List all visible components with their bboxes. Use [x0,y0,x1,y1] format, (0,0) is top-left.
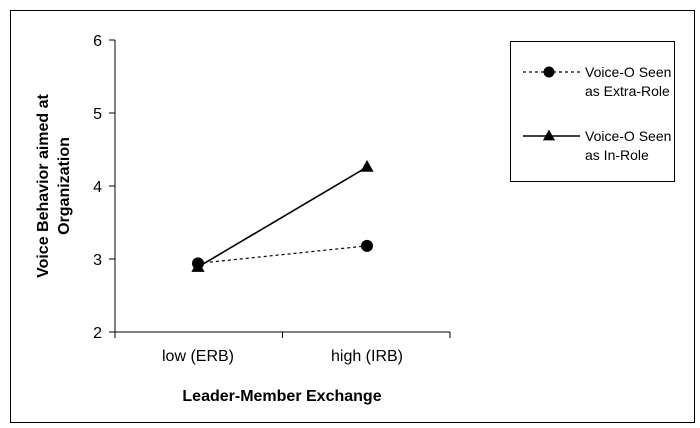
y-axis-title: Voice Behavior aimed at Organization [35,93,73,277]
x-axis-title: Leader-Member Exchange [182,388,381,405]
y-tick-label: 2 [93,325,102,342]
x-tick-label: low (ERB) [162,348,234,365]
y-axis-title-line-1: Voice Behavior aimed at [35,93,52,277]
data-point-marker [360,159,374,172]
data-point-marker [191,259,205,272]
legend-marker [543,66,555,78]
legend-label: Voice-O Seen [585,128,671,144]
x-axis-ticks: low (ERB) high (IRB) [114,332,451,365]
legend-entries: Voice-O Seen as Extra-Role Voice-O Seen as … [523,64,671,163]
legend-label: as Extra-Role [585,83,670,99]
legend-label: Voice-O Seen [585,64,671,80]
y-tick-label: 6 [93,33,102,50]
legend-entry: Voice-O Seen as In-Role [523,128,671,163]
legend-marker [542,129,556,141]
legend-entry: Voice-O Seen as Extra-Role [523,64,671,99]
legend-box [510,41,675,182]
series-2 [191,159,374,272]
legend-label: as In-Role [585,147,649,163]
x-tick-label: high (IRB) [331,348,403,365]
y-tick-label: 4 [93,179,102,196]
series-line [197,245,368,264]
y-axis-ticks: 2 3 4 5 6 [93,33,115,342]
y-tick-label: 5 [93,106,102,123]
data-point-marker [361,239,373,252]
plot-series [191,159,374,272]
series-line [197,166,368,268]
y-axis-title-line-2: Organization [56,137,73,235]
y-tick-label: 3 [93,252,102,269]
legend: Voice-O Seen as Extra-Role Voice-O Seen as … [510,41,675,182]
